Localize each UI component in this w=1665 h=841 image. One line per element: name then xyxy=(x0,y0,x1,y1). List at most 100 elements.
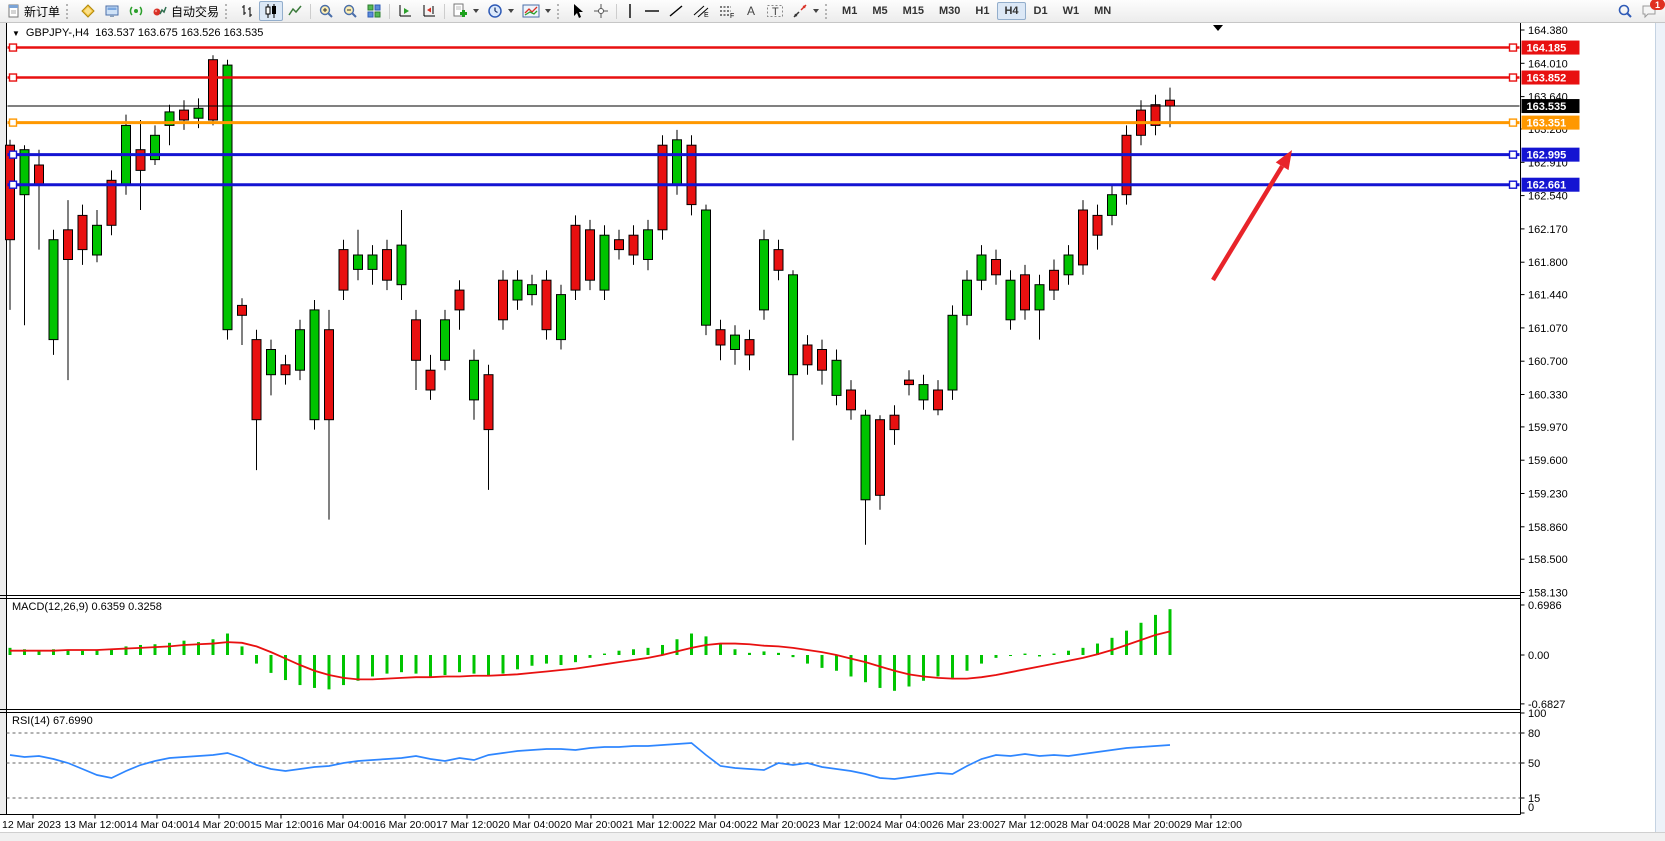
chart-shift-button[interactable] xyxy=(417,1,441,21)
zoom-in-button[interactable] xyxy=(314,1,338,21)
svg-text:21 Mar 12:00: 21 Mar 12:00 xyxy=(622,819,684,831)
svg-text:13 Mar 12:00: 13 Mar 12:00 xyxy=(64,819,126,831)
svg-text:-0.6827: -0.6827 xyxy=(1528,699,1565,711)
fibonacci-tool-button[interactable]: F xyxy=(714,1,740,21)
crosshair-button[interactable] xyxy=(589,1,613,21)
svg-text:50: 50 xyxy=(1528,758,1540,770)
svg-text:12 Mar 2023: 12 Mar 2023 xyxy=(2,819,61,831)
chevron-down-icon xyxy=(508,9,515,13)
periods-button[interactable] xyxy=(483,1,518,21)
timeframe-button-w1[interactable]: W1 xyxy=(1056,2,1087,20)
svg-text:159.230: 159.230 xyxy=(1528,489,1568,501)
svg-text:20 Mar 04:00: 20 Mar 04:00 xyxy=(498,819,560,831)
horizontal-line-icon xyxy=(644,3,660,19)
vertical-scrollbar[interactable] xyxy=(1655,23,1665,832)
timeframe-button-m30[interactable]: M30 xyxy=(932,2,967,20)
timeframe-button-mn[interactable]: MN xyxy=(1087,2,1118,20)
price-axis[interactable] xyxy=(1521,23,1655,815)
svg-text:158.860: 158.860 xyxy=(1528,522,1568,534)
chevron-down-icon xyxy=(473,9,480,13)
svg-text:80: 80 xyxy=(1528,728,1540,740)
chevron-down-icon xyxy=(545,9,552,13)
cursor-button[interactable] xyxy=(567,1,589,21)
vertical-line-tool-button[interactable] xyxy=(620,1,640,21)
timeframe-group: M1 M5 M15 M30 H1 H4 D1 W1 MN xyxy=(835,2,1118,20)
chart-shift-icon xyxy=(421,3,437,19)
trendline-icon xyxy=(668,3,684,19)
label-tool-button[interactable]: T xyxy=(762,1,788,21)
search-button[interactable] xyxy=(1613,1,1637,21)
data-window-icon xyxy=(104,3,120,19)
timeframe-button-m15[interactable]: M15 xyxy=(896,2,931,20)
trendline-tool-button[interactable] xyxy=(664,1,688,21)
svg-text:26 Mar 23:00: 26 Mar 23:00 xyxy=(932,819,994,831)
toolbar-separator xyxy=(310,3,312,19)
panel-borders xyxy=(0,23,1521,815)
svg-text:100: 100 xyxy=(1528,708,1546,720)
svg-text:161.800: 161.800 xyxy=(1528,257,1568,269)
auto-scroll-button[interactable] xyxy=(393,1,417,21)
text-label-icon: T xyxy=(766,3,784,19)
indicators-button[interactable] xyxy=(448,1,483,21)
timeframe-button-m5[interactable]: M5 xyxy=(865,2,894,20)
svg-text:17 Mar 12:00: 17 Mar 12:00 xyxy=(436,819,498,831)
timeframe-button-h1[interactable]: H1 xyxy=(968,2,996,20)
zoom-out-button[interactable] xyxy=(338,1,362,21)
templates-button[interactable] xyxy=(518,1,555,21)
toolbar: 新订单 自动交易 xyxy=(0,0,1665,23)
svg-text:14 Mar 04:00: 14 Mar 04:00 xyxy=(126,819,188,831)
timeframe-button-d1[interactable]: D1 xyxy=(1027,2,1055,20)
tile-windows-button[interactable] xyxy=(362,1,386,21)
svg-text:22 Mar 04:00: 22 Mar 04:00 xyxy=(684,819,746,831)
autotrading-label: 自动交易 xyxy=(171,4,220,19)
timeframe-button-m1[interactable]: M1 xyxy=(835,2,864,20)
chat-unread-badge: 1 xyxy=(1650,0,1665,10)
toolbar-drag-handle xyxy=(66,3,72,19)
data-window-button[interactable] xyxy=(100,1,124,21)
svg-text:24 Mar 04:00: 24 Mar 04:00 xyxy=(870,819,932,831)
collapse-triangle-icon[interactable]: ▼ xyxy=(12,28,20,38)
svg-text:162.661: 162.661 xyxy=(1527,180,1567,192)
chat-button[interactable]: 1 xyxy=(1637,0,1665,21)
market-watch-button[interactable] xyxy=(76,1,100,21)
fibonacci-icon: F xyxy=(718,3,736,19)
time-axis-labels: 12 Mar 2023 13 Mar 12:00 14 Mar 04:00 14 Ma… xyxy=(2,814,1242,831)
equidistant-channel-icon: E xyxy=(692,3,710,19)
svg-text:161.070: 161.070 xyxy=(1528,323,1568,335)
candlestick-chart-button[interactable] xyxy=(259,1,284,21)
toolbar-drag-handle xyxy=(825,3,831,19)
svg-text:161.440: 161.440 xyxy=(1528,290,1568,302)
template-icon xyxy=(522,3,540,19)
svg-text:T: T xyxy=(772,6,779,18)
signals-button[interactable] xyxy=(124,1,148,21)
svg-text:158.130: 158.130 xyxy=(1528,588,1568,600)
time-axis[interactable] xyxy=(0,816,1520,833)
autotrading-button[interactable]: 自动交易 xyxy=(148,1,223,21)
svg-text:16 Mar 20:00: 16 Mar 20:00 xyxy=(374,819,436,831)
svg-text:160.700: 160.700 xyxy=(1528,356,1568,368)
status-bar xyxy=(0,832,1665,841)
horizontal-lines xyxy=(7,43,1520,189)
new-order-button[interactable]: 新订单 xyxy=(3,1,64,21)
svg-text:E: E xyxy=(704,12,709,19)
svg-text:164.185: 164.185 xyxy=(1527,43,1567,55)
new-order-icon xyxy=(7,4,21,18)
timeframe-button-h4[interactable]: H4 xyxy=(997,2,1026,20)
arrows-tool-button[interactable] xyxy=(788,1,823,21)
svg-text:158.500: 158.500 xyxy=(1528,554,1568,566)
rsi-indicator-label: RSI(14) 67.6990 xyxy=(12,715,93,727)
bar-chart-icon xyxy=(239,3,255,19)
horizontal-line-tool-button[interactable] xyxy=(640,1,664,21)
line-chart-button[interactable] xyxy=(283,1,307,21)
channel-tool-button[interactable]: E xyxy=(688,1,714,21)
text-tool-button[interactable]: A xyxy=(740,1,762,21)
svg-text:23 Mar 12:00: 23 Mar 12:00 xyxy=(808,819,870,831)
svg-text:162.170: 162.170 xyxy=(1528,224,1568,236)
svg-text:A: A xyxy=(747,4,755,18)
bar-chart-button[interactable] xyxy=(235,1,259,21)
chart-symbol-period: GBPJPY-,H4 xyxy=(25,27,90,39)
svg-text:15 Mar 12:00: 15 Mar 12:00 xyxy=(250,819,312,831)
svg-text:164.010: 164.010 xyxy=(1528,58,1568,70)
svg-text:28 Mar 20:00: 28 Mar 20:00 xyxy=(1118,819,1180,831)
